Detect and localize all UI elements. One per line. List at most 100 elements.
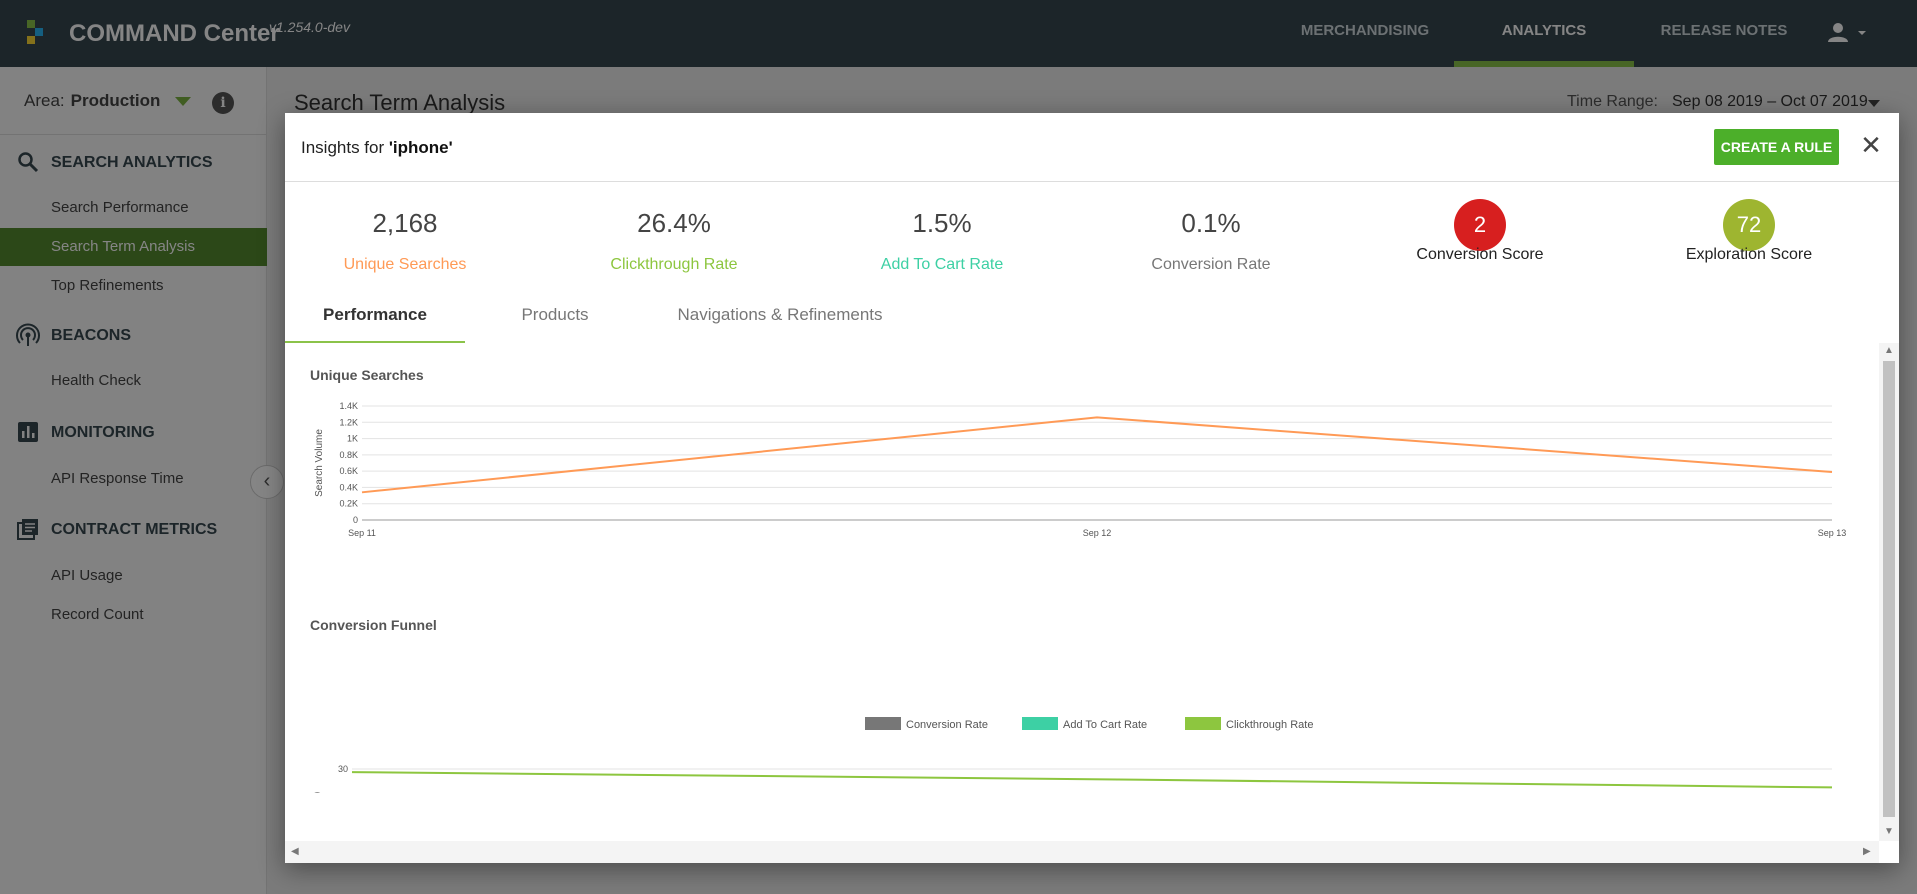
chart-title: Unique Searches — [310, 367, 424, 383]
metric-label: Exploration Score — [1685, 246, 1813, 263]
sidebar-item-search-term-analysis[interactable]: Search Term Analysis — [0, 228, 267, 266]
sidebar-item-health-check[interactable]: Health Check — [51, 372, 142, 389]
sidebar-item-record-count[interactable]: Record Count — [51, 606, 144, 623]
y-tick-label: 1.4K — [339, 401, 358, 411]
library-icon — [17, 519, 38, 540]
chevron-left-icon: ‹ — [263, 470, 271, 492]
sidebar-item-search-performance[interactable]: Search Performance — [51, 199, 189, 216]
chart-title: Conversion Funnel — [310, 617, 437, 633]
sidebar-collapse-button[interactable]: ‹ — [250, 465, 284, 499]
scroll-up-icon[interactable]: ▲ — [1884, 345, 1894, 356]
bar-chart-icon — [18, 422, 38, 442]
time-range-select[interactable]: Sep 08 2019 – Oct 07 2019 — [1672, 93, 1868, 110]
app-version: v1.254.0-dev — [269, 19, 350, 35]
nav-merchandising[interactable]: MERCHANDISING — [1300, 22, 1430, 39]
y-tick-label: 0.4K — [339, 482, 358, 492]
metric-label: Unique Searches — [343, 256, 467, 273]
section-label: BEACONS — [51, 327, 132, 344]
metric-conversion-score: 2 Conversion Score — [1345, 199, 1615, 264]
metric-exploration-score: 72 Exploration Score — [1614, 199, 1884, 264]
scroll-right-icon[interactable]: ▶ — [1863, 846, 1871, 857]
metric-label: Conversion Rate — [1151, 256, 1271, 273]
metric-value: 2,168 — [372, 208, 438, 238]
area-dropdown-caret-icon[interactable] — [175, 97, 191, 106]
horizontal-scrollbar[interactable]: ◀ ▶ — [285, 841, 1879, 863]
insights-modal: Insights for 'iphone' CREATE A RULE ✕ 2,… — [285, 113, 1899, 863]
sidebar: Area: Production i SEARCH ANALYTICS Searc… — [0, 67, 267, 894]
app-logo-icon — [27, 20, 47, 44]
metric-label: Add To Cart Rate — [880, 256, 1004, 273]
y-tick-label: 30 — [338, 764, 348, 774]
metric-label: Conversion Score — [1416, 246, 1544, 263]
search-term: 'iphone' — [388, 138, 453, 157]
metric-value: 0.1% — [1181, 208, 1241, 238]
page-title: Search Term Analysis — [294, 90, 506, 115]
y-tick-label: 0.2K — [339, 499, 358, 509]
y-tick-label: 0.8K — [339, 450, 358, 460]
tab-navigations-refinements[interactable]: Navigations & Refinements — [677, 305, 883, 324]
legend-swatch — [1185, 717, 1221, 730]
user-menu[interactable] — [1826, 20, 1870, 46]
app-title: COMMAND Center — [69, 20, 280, 47]
area-value: Production — [70, 91, 161, 110]
performance-panel: Unique Searches 0 0.2K 0.4K 0.6K 0.8K 1K 1.2K 1… — [285, 343, 1879, 841]
y-axis-label: Rate (%) — [312, 792, 323, 793]
y-tick-label: 20 — [338, 792, 348, 793]
legend-label: Add To Cart Rate — [1063, 719, 1147, 731]
account-icon — [1828, 23, 1866, 42]
x-tick-label: Sep 12 — [1083, 528, 1112, 538]
section-label: SEARCH ANALYTICS — [51, 154, 213, 171]
y-tick-label: 1K — [347, 434, 358, 444]
scroll-down-icon[interactable]: ▼ — [1884, 826, 1894, 837]
metric-conversion-rate: 0.1% Conversion Rate — [1076, 208, 1346, 274]
series-line — [351, 771, 1833, 789]
y-tick-label: 1.2K — [339, 417, 358, 427]
sidebar-item-api-usage[interactable]: API Usage — [51, 567, 123, 584]
close-icon[interactable]: ✕ — [1860, 130, 1882, 160]
x-tick-label: Sep 13 — [1818, 528, 1847, 538]
area-selector[interactable]: Area: Production — [24, 91, 160, 111]
search-icon — [18, 152, 39, 173]
metric-value: 26.4% — [637, 208, 711, 238]
beacon-icon — [16, 323, 40, 346]
vertical-scrollbar[interactable]: ▲ ▼ — [1879, 343, 1899, 841]
nav-release-notes[interactable]: RELEASE NOTES — [1660, 22, 1788, 39]
nav-analytics[interactable]: ANALYTICS — [1454, 0, 1634, 67]
sidebar-divider — [0, 134, 267, 135]
metric-clickthrough-rate: 26.4% Clickthrough Rate — [539, 208, 809, 274]
top-app-bar: COMMAND Center v1.254.0-dev MERCHANDISIN… — [0, 0, 1917, 67]
section-label: CONTRACT METRICS — [51, 521, 218, 538]
y-tick-label: 0.6K — [339, 466, 358, 476]
area-label: Area: — [24, 91, 65, 110]
score-badge: 72 — [1723, 199, 1775, 251]
score-badge: 2 — [1454, 199, 1506, 251]
tab-performance[interactable]: Performance — [285, 293, 465, 343]
chevron-down-icon[interactable] — [1868, 100, 1880, 107]
metric-unique-searches: 2,168 Unique Searches — [270, 208, 540, 274]
legend-label: Conversion Rate — [906, 719, 988, 731]
modal-header: Insights for 'iphone' CREATE A RULE ✕ — [285, 113, 1899, 182]
scrollbar-thumb[interactable] — [1883, 361, 1895, 817]
metric-value: 1.5% — [912, 208, 972, 238]
sidebar-item-top-refinements[interactable]: Top Refinements — [51, 277, 164, 294]
section-label: MONITORING — [51, 424, 155, 441]
tab-products[interactable]: Products — [521, 305, 589, 324]
create-rule-button[interactable]: CREATE A RULE — [1714, 129, 1839, 165]
metric-label: Clickthrough Rate — [610, 256, 738, 273]
scroll-left-icon[interactable]: ◀ — [291, 846, 299, 857]
info-icon[interactable]: i — [212, 92, 234, 114]
modal-title: Insights for 'iphone' — [301, 138, 453, 158]
sidebar-item-api-response-time[interactable]: API Response Time — [51, 470, 184, 487]
legend-swatch — [865, 717, 901, 730]
insights-prefix: Insights for — [301, 138, 389, 157]
y-tick-label: 0 — [353, 515, 358, 525]
legend-label: Clickthrough Rate — [1226, 719, 1313, 731]
time-range-label: Time Range: — [1567, 93, 1658, 110]
metric-add-to-cart-rate: 1.5% Add To Cart Rate — [807, 208, 1077, 274]
y-axis-label: Search Volume — [314, 429, 325, 497]
x-tick-label: Sep 11 — [348, 528, 376, 538]
chevron-down-icon — [1858, 31, 1866, 35]
unique-searches-chart: 0 0.2K 0.4K 0.6K 0.8K 1K 1.2K 1.4K Sep 11 Sep 12 S… — [314, 401, 1847, 538]
legend-swatch — [1022, 717, 1058, 730]
